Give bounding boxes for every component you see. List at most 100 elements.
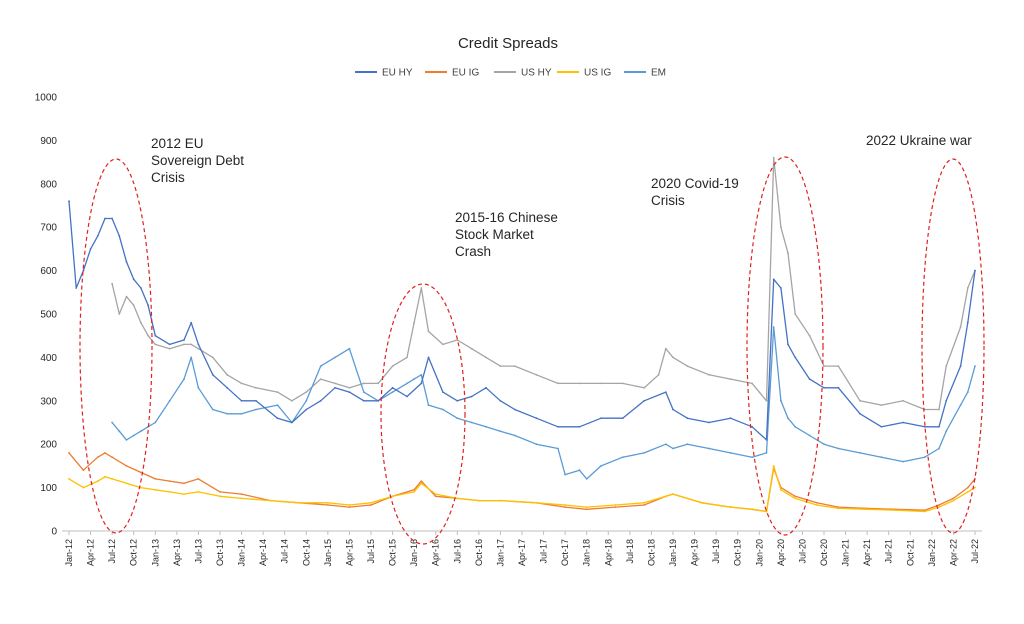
data-point [118,430,121,433]
data-point [211,373,214,376]
data-point [794,356,797,359]
data-point [276,417,279,420]
data-point [96,235,99,237]
data-point [118,313,121,315]
data-point [140,321,142,324]
data-point [729,452,732,454]
data-point [837,386,840,389]
data-point [643,452,646,454]
data-point [348,506,351,508]
data-point [974,365,976,367]
data-point [780,488,782,491]
data-point [442,343,444,346]
data-point [815,501,818,504]
data-point [837,506,840,508]
data-point [104,452,106,454]
data-point [348,386,351,389]
data-point [772,156,775,159]
data-point [837,507,840,510]
data-point [276,391,279,393]
data-point [456,399,459,402]
data-point [420,373,423,376]
data-point [183,378,185,380]
legend-label: EU IG [452,68,479,79]
data-point [808,334,811,337]
data-point [183,482,185,485]
legend: EU HY EU IG US HY US IG EM [355,68,666,79]
crisis-highlights [79,156,985,545]
data-point [111,282,113,285]
data-point [614,506,617,508]
data-point [794,495,797,498]
x-tick-label: Apr-20 [776,539,786,566]
data-point [974,269,976,272]
data-point [938,447,940,450]
data-point [643,504,646,506]
data-point [859,399,861,402]
y-axis-ticks: 0 100 200 300 400 500 600 700 800 900 1000 [35,93,58,538]
data-point [966,321,969,324]
data-point [686,443,689,446]
y-tick-label: 100 [40,483,57,494]
data-point [269,499,272,502]
data-point [334,382,336,385]
x-tick-label: Oct-15 [388,539,398,566]
data-point [413,378,415,380]
data-point [197,491,200,493]
y-tick-label: 1000 [35,93,58,104]
data-point [664,347,667,350]
data-point [377,382,380,385]
data-point [772,326,775,328]
data-point [291,399,293,402]
y-tick-label: 900 [40,136,57,147]
data-point [600,382,602,385]
data-point [815,504,818,506]
data-point [168,491,171,493]
data-point [420,287,423,289]
y-tick-label: 0 [51,527,57,538]
data-point [197,478,200,480]
data-point [391,386,394,389]
data-point [413,488,415,491]
data-point [348,504,351,506]
data-point [255,386,257,389]
data-point [226,373,229,376]
data-point [305,391,308,393]
x-tick-label: Jul-13 [193,539,203,564]
data-point [765,510,768,513]
data-point [672,356,674,359]
data-point [780,226,782,229]
data-point [557,382,559,385]
data-point [197,386,200,389]
data-point [154,334,157,337]
x-tick-label: Oct-14 [301,539,311,566]
data-point [125,465,128,467]
data-point [780,287,782,289]
data-point [154,488,157,491]
data-point [564,473,566,476]
x-tick-label: Jan-20 [754,539,764,567]
data-point [866,508,868,511]
data-point [513,408,516,411]
data-point [89,248,92,250]
legend-label: EU HY [382,68,413,79]
y-tick-label: 500 [40,310,57,321]
data-point [535,373,538,376]
data-point [880,456,883,459]
data-point [923,425,926,428]
data-point [226,412,229,415]
data-point [362,391,365,393]
data-point [621,417,624,420]
data-point [557,447,559,450]
data-point [513,365,516,367]
data-point [319,378,322,380]
data-point [125,295,128,298]
data-point [787,252,789,255]
data-point [564,504,566,506]
data-point [132,434,135,437]
annotation-text: Crisis [651,193,685,208]
data-point [82,469,85,472]
data-point [276,404,279,406]
x-tick-label: Jul-12 [107,539,117,564]
data-point [585,478,588,480]
